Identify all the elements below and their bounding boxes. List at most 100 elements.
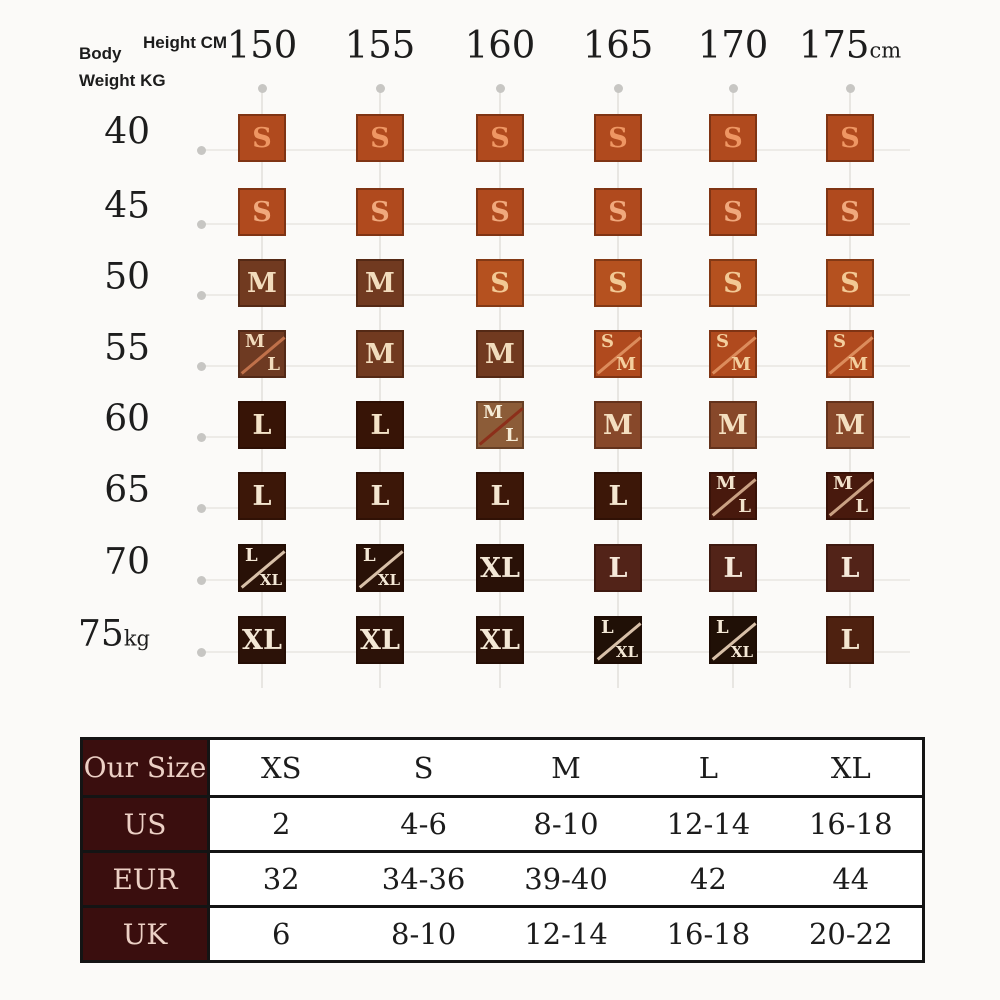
grid-dot: [197, 647, 206, 657]
size-cell-label: M: [365, 338, 395, 370]
conversion-value: 2: [210, 795, 353, 850]
conversion-value: 6: [210, 905, 353, 960]
size-cell: XL: [238, 616, 286, 664]
size-cell-label: XL: [377, 571, 400, 589]
height-header: 160: [464, 23, 536, 67]
size-cell-label: S: [840, 267, 860, 299]
size-cell-label: M: [365, 267, 395, 299]
conversion-row-header: Our Size: [83, 740, 210, 795]
size-cell-label: L: [601, 617, 614, 638]
conversion-value: 20-22: [779, 905, 922, 960]
size-cell: M: [826, 401, 874, 449]
conversion-size-header: XL: [830, 750, 871, 785]
size-cell-label: S: [840, 122, 860, 154]
grid-vline: [499, 88, 501, 688]
grid-hline: [200, 149, 910, 151]
size-cell-label: M: [731, 354, 751, 375]
size-cell: M: [356, 259, 404, 307]
size-cell-label: S: [840, 196, 860, 228]
conversion-row-header: UK: [83, 905, 210, 960]
grid-dot: [197, 503, 206, 513]
size-cell-label: XL: [480, 624, 520, 656]
size-cell: S: [826, 188, 874, 236]
size-cell: S: [826, 259, 874, 307]
conversion-row-header: US: [83, 795, 210, 850]
size-cell-label: M: [485, 338, 515, 370]
size-cell: L XL: [356, 544, 404, 592]
grid-dot: [375, 84, 385, 93]
size-cell-label: L: [855, 496, 868, 517]
grid-dot: [197, 219, 206, 229]
grid-dot: [197, 432, 206, 442]
size-cell-label: S: [252, 196, 272, 228]
conversion-size-header: S: [413, 750, 434, 785]
size-cell: L: [594, 472, 642, 520]
size-cell-label: L: [723, 552, 743, 584]
size-cell-label: L: [608, 552, 628, 584]
size-cell-label: M: [616, 354, 636, 375]
size-cell: S: [476, 188, 524, 236]
size-cell: L: [709, 544, 757, 592]
size-cell-label: L: [370, 409, 390, 441]
conversion-size-header: L: [698, 750, 719, 785]
size-conversion-table: Our Size XS S M L XL US 2 4-6 8-10 12-14 16-18 EUR 32…: [80, 737, 925, 963]
size-cell-label: M: [247, 267, 277, 299]
size-cell-label: XL: [242, 624, 282, 656]
size-cell: L XL: [594, 616, 642, 664]
size-cell: S: [709, 188, 757, 236]
size-cell-label: L: [608, 480, 628, 512]
grid-dot: [197, 290, 206, 300]
height-header: 150: [226, 23, 298, 67]
grid-vline: [617, 88, 619, 688]
weight-label: 70: [104, 541, 150, 583]
weight-label: 45: [104, 185, 150, 227]
conversion-size-header: XS: [260, 750, 302, 785]
size-cell-label: S: [252, 122, 272, 154]
grid-hline: [200, 579, 910, 581]
weight-label: 55: [104, 327, 150, 369]
size-cell: S: [594, 114, 642, 162]
grid-hline: [200, 651, 910, 653]
weight-label: 40: [104, 111, 150, 153]
size-cell: L: [476, 472, 524, 520]
size-cell: S: [476, 259, 524, 307]
size-cell: M: [356, 330, 404, 378]
conversion-value: 16-18: [779, 795, 922, 850]
size-cell: L: [356, 472, 404, 520]
grid-vline: [732, 88, 734, 688]
conversion-value: 12-14: [494, 905, 638, 960]
grid-hline: [200, 507, 910, 509]
size-cell-label: S: [370, 196, 390, 228]
size-cell: S: [356, 188, 404, 236]
height-header: 155: [344, 23, 416, 67]
size-cell: L: [238, 401, 286, 449]
conversion-value: 39-40: [494, 850, 638, 905]
size-cell-label: S: [490, 267, 510, 299]
size-cell-label: S: [490, 122, 510, 154]
size-cell-label: M: [603, 409, 633, 441]
size-cell: S: [594, 259, 642, 307]
size-cell-label: L: [363, 545, 376, 566]
size-cell-label: L: [252, 480, 272, 512]
size-cell-label: L: [370, 480, 390, 512]
conversion-size-header: M: [551, 750, 581, 785]
weight-label: 60: [104, 398, 150, 440]
size-cell: S: [709, 114, 757, 162]
size-cell-label: S: [716, 331, 729, 352]
height-header: 170: [697, 23, 769, 67]
size-cell-label: M: [848, 354, 868, 375]
size-cell: XL: [476, 544, 524, 592]
grid-dot: [845, 84, 855, 93]
grid-hline: [200, 436, 910, 438]
size-cell-label: L: [840, 552, 860, 584]
size-cell: L: [826, 544, 874, 592]
size-cell: L XL: [709, 616, 757, 664]
size-cell-label: L: [490, 480, 510, 512]
conversion-value: 4-6: [352, 795, 495, 850]
size-cell-label: M: [245, 331, 265, 352]
